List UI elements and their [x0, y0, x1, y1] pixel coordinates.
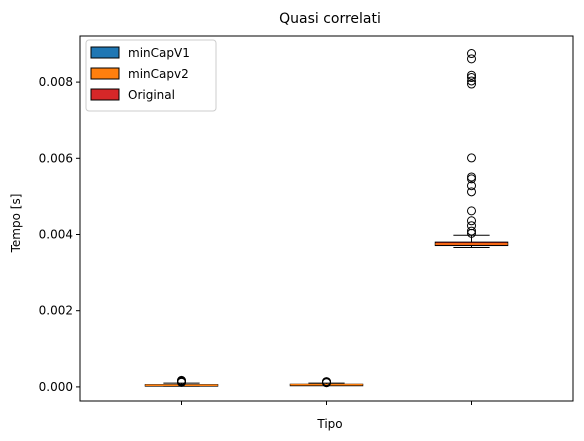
- outlier-point: [467, 181, 476, 191]
- legend-swatch-Original: [90, 88, 120, 101]
- box-minCapv2: [289, 377, 364, 388]
- y-tick-label: 0.000: [39, 380, 73, 394]
- legend-swatch-minCapv2: [90, 67, 120, 80]
- outlier-point: [467, 79, 476, 89]
- y-tick-label: 0.006: [39, 151, 73, 165]
- outlier-point: [467, 226, 476, 236]
- legend: minCapV1 minCapv2 Original: [85, 39, 217, 112]
- outlier-point: [467, 187, 476, 197]
- outlier-point: [467, 49, 476, 59]
- outlier-point: [467, 206, 476, 216]
- outlier-point: [467, 153, 476, 163]
- y-tick-label: 0.008: [39, 75, 73, 89]
- legend-swatch-minCapV1: [90, 46, 120, 59]
- outlier-point: [177, 375, 186, 385]
- outlier-point: [467, 73, 476, 83]
- chart-title: Quasi correlati: [279, 11, 381, 27]
- y-axis-label: Tempo [s]: [9, 194, 23, 254]
- outlier-point: [322, 377, 331, 387]
- legend-label-minCapV1: minCapV1: [128, 46, 190, 60]
- outlier-point: [467, 76, 476, 86]
- y-tick-label: 0.004: [39, 228, 73, 242]
- outlier-point: [467, 216, 476, 226]
- outlier-point: [467, 172, 476, 182]
- outlier-point: [467, 221, 476, 231]
- outlier-point: [467, 70, 476, 80]
- outlier-point: [467, 54, 476, 64]
- box-minCapV1: [144, 375, 219, 387]
- x-axis-label: Tipo: [316, 417, 342, 431]
- box-Original: [434, 49, 509, 248]
- legend-label-Original: Original: [128, 88, 175, 102]
- legend-label-minCapv2: minCapv2: [128, 67, 189, 81]
- y-tick-label: 0.002: [39, 304, 73, 318]
